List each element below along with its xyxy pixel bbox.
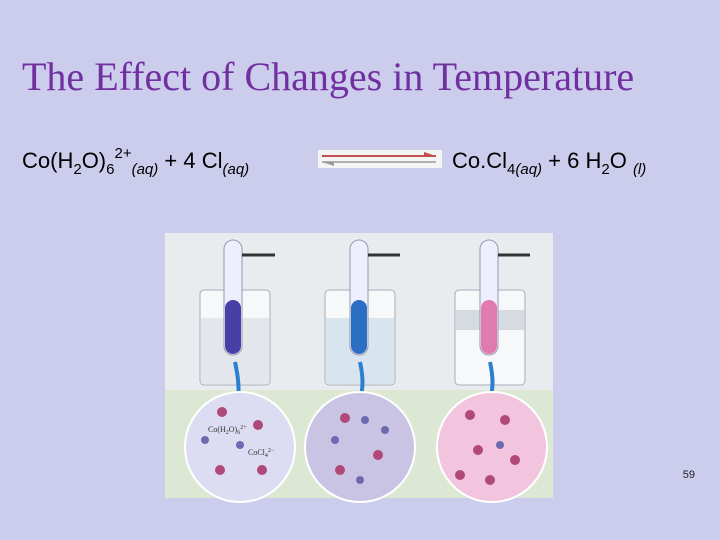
- figure-label: Co(H2O)62+: [208, 425, 247, 436]
- eq-sup: 2+: [114, 145, 131, 162]
- blue-ions: [201, 416, 504, 484]
- figure: Co(H2O)62+ CoCl42−: [165, 233, 553, 503]
- text-part: 2: [226, 430, 229, 436]
- eq-text: + 4 Cl: [158, 148, 222, 173]
- eq-sub: (l): [633, 161, 646, 178]
- eq-text: Co.Cl: [452, 148, 507, 173]
- molecular-view: [436, 391, 548, 503]
- beaker: [454, 239, 530, 386]
- eq-sub: (aq): [132, 161, 159, 178]
- eq-sub: 2: [601, 161, 609, 178]
- equation-products: Co.Cl4(aq) + 6 H2O (l): [452, 148, 646, 178]
- beaker: [199, 239, 275, 386]
- solution: [481, 300, 497, 354]
- figure-label: CoCl42−: [248, 448, 275, 459]
- arrow-bg: [318, 150, 442, 168]
- slide-title: The Effect of Changes in Temperature: [22, 54, 634, 99]
- molecular-view: [304, 391, 416, 503]
- text-part: 4: [265, 453, 268, 459]
- text-part: 6: [237, 430, 240, 436]
- eq-text: Co(H: [22, 148, 73, 173]
- arrow-head: [424, 152, 436, 156]
- text-part: 2−: [268, 448, 275, 454]
- solution: [351, 300, 367, 354]
- solution: [225, 300, 241, 354]
- pink-ions: [215, 407, 520, 485]
- eq-sub: (aq): [222, 161, 249, 178]
- eq-text: + 6 H: [542, 148, 601, 173]
- text-part: O): [229, 425, 238, 434]
- text-part: CoCl: [248, 448, 266, 457]
- eq-text: O: [610, 148, 633, 173]
- eq-sub: 2: [73, 161, 81, 178]
- eq-text: O): [82, 148, 106, 173]
- text-part: Co(H: [208, 425, 226, 434]
- eq-sub: (aq): [515, 161, 542, 178]
- page-number: 59: [683, 469, 695, 481]
- text-part: 2+: [240, 425, 247, 431]
- equation-reactants: Co(H2O)62+(aq) + 4 Cl(aq): [22, 145, 249, 178]
- eq-sub: 6: [106, 161, 114, 178]
- arrow-head: [322, 162, 334, 166]
- equilibrium-arrow: [318, 150, 442, 168]
- eq-sub: 4: [507, 161, 515, 178]
